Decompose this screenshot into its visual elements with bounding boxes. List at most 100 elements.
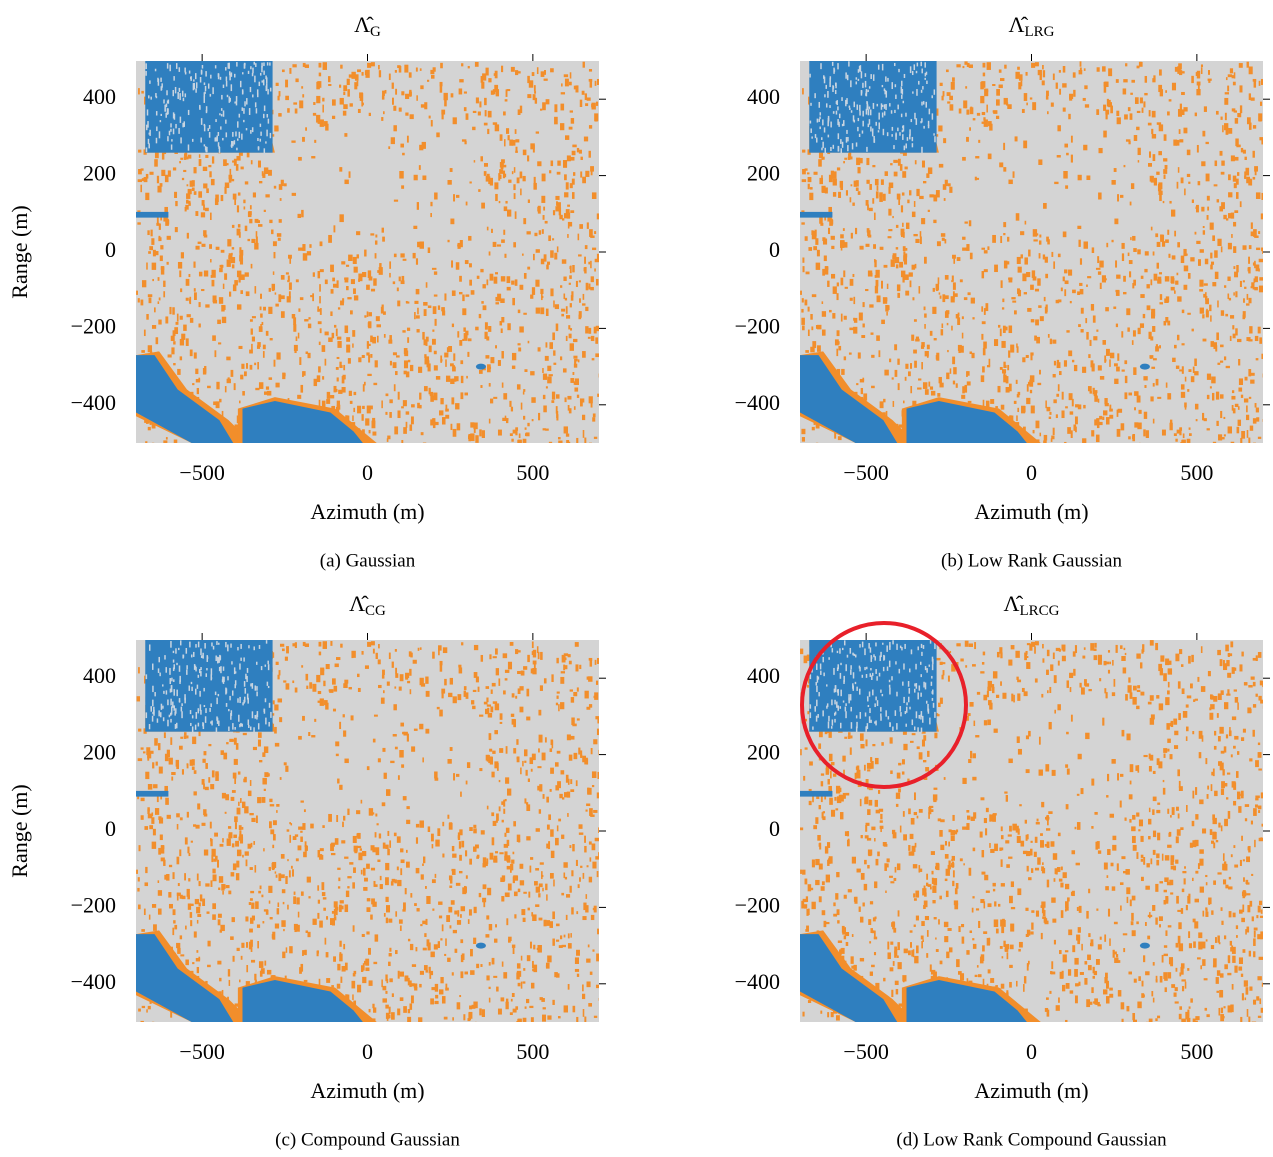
speckle <box>961 332 964 339</box>
speckle <box>244 371 247 377</box>
speckle <box>439 664 443 672</box>
speckle <box>555 973 560 978</box>
speckle <box>537 206 541 212</box>
speckle <box>277 237 281 241</box>
speckle <box>370 335 373 341</box>
speckle <box>517 670 521 675</box>
speckle <box>862 110 864 117</box>
speckle <box>145 441 148 443</box>
speckle <box>1065 406 1068 409</box>
speckle <box>452 929 457 934</box>
speckle <box>1115 260 1118 268</box>
speckle <box>221 316 227 324</box>
speckle <box>585 894 588 899</box>
speckle <box>523 312 527 315</box>
speckle <box>218 887 221 890</box>
speckle <box>825 103 828 108</box>
speckle <box>176 856 180 865</box>
speckle <box>972 317 975 320</box>
speckle <box>459 870 463 874</box>
speckle <box>1064 441 1067 443</box>
speckle <box>375 847 380 856</box>
speckle <box>1140 294 1145 298</box>
speckle <box>473 427 476 433</box>
speckle <box>195 245 200 250</box>
speckle <box>1151 133 1157 139</box>
speckle <box>1232 175 1237 182</box>
speckle <box>828 174 833 183</box>
speckle <box>175 123 177 129</box>
speckle <box>1243 298 1245 303</box>
speckle <box>148 143 150 149</box>
speckle <box>302 823 306 830</box>
speckle <box>555 702 559 706</box>
speckle <box>438 645 442 651</box>
speckle <box>551 400 555 403</box>
speckle <box>221 792 226 799</box>
speckle <box>502 170 506 179</box>
speckle <box>855 77 858 80</box>
speckle <box>214 855 218 861</box>
speckle <box>555 837 559 846</box>
speckle <box>575 280 578 287</box>
speckle <box>579 298 581 303</box>
speckle <box>200 137 202 143</box>
y-tick-label: −400 <box>735 390 780 415</box>
speckle <box>527 340 530 344</box>
speckle <box>474 1021 477 1022</box>
speckle <box>148 297 152 304</box>
speckle <box>463 686 467 691</box>
speckle <box>240 290 243 294</box>
speckle <box>495 851 498 854</box>
speckle <box>1225 365 1230 369</box>
speckle <box>229 291 232 297</box>
speckle <box>228 178 232 183</box>
speckle <box>548 441 553 443</box>
speckle <box>1226 218 1229 221</box>
speckle <box>570 735 575 740</box>
speckle <box>405 421 408 428</box>
speckle <box>477 111 481 116</box>
speckle <box>957 317 961 326</box>
speckle <box>1103 81 1107 87</box>
speckle <box>1042 70 1046 78</box>
speckle <box>430 212 432 218</box>
speckle <box>1094 395 1098 402</box>
speckle <box>321 400 326 408</box>
speckle <box>1180 71 1185 74</box>
speckle <box>372 738 376 743</box>
speckle <box>827 227 831 235</box>
speckle <box>193 292 197 300</box>
speckle <box>1158 190 1163 195</box>
speckle <box>239 834 243 841</box>
speckle <box>1158 124 1164 132</box>
speckle <box>414 312 416 320</box>
speckle <box>877 64 880 70</box>
speckle <box>1144 75 1148 83</box>
speckle <box>268 900 271 904</box>
speckle <box>1083 241 1088 249</box>
speckle <box>1025 71 1028 76</box>
speckle <box>479 768 483 772</box>
speckle <box>184 93 187 98</box>
speckle <box>277 674 280 680</box>
speckle <box>555 195 560 200</box>
speckle <box>234 816 238 823</box>
speckle <box>1017 66 1020 70</box>
speckle <box>370 867 376 871</box>
speckle <box>150 229 153 237</box>
speckle <box>554 116 558 125</box>
speckle <box>294 347 297 354</box>
speckle <box>872 74 875 81</box>
speckle <box>143 149 147 155</box>
speckle <box>850 184 853 187</box>
speckle <box>461 139 467 142</box>
speckle <box>598 997 599 1001</box>
speckle <box>524 433 528 436</box>
speckle <box>585 326 589 334</box>
speckle <box>532 660 537 665</box>
speckle <box>1011 297 1016 300</box>
speckle <box>339 721 342 730</box>
speckle <box>1045 400 1047 409</box>
speckle <box>1170 286 1175 291</box>
